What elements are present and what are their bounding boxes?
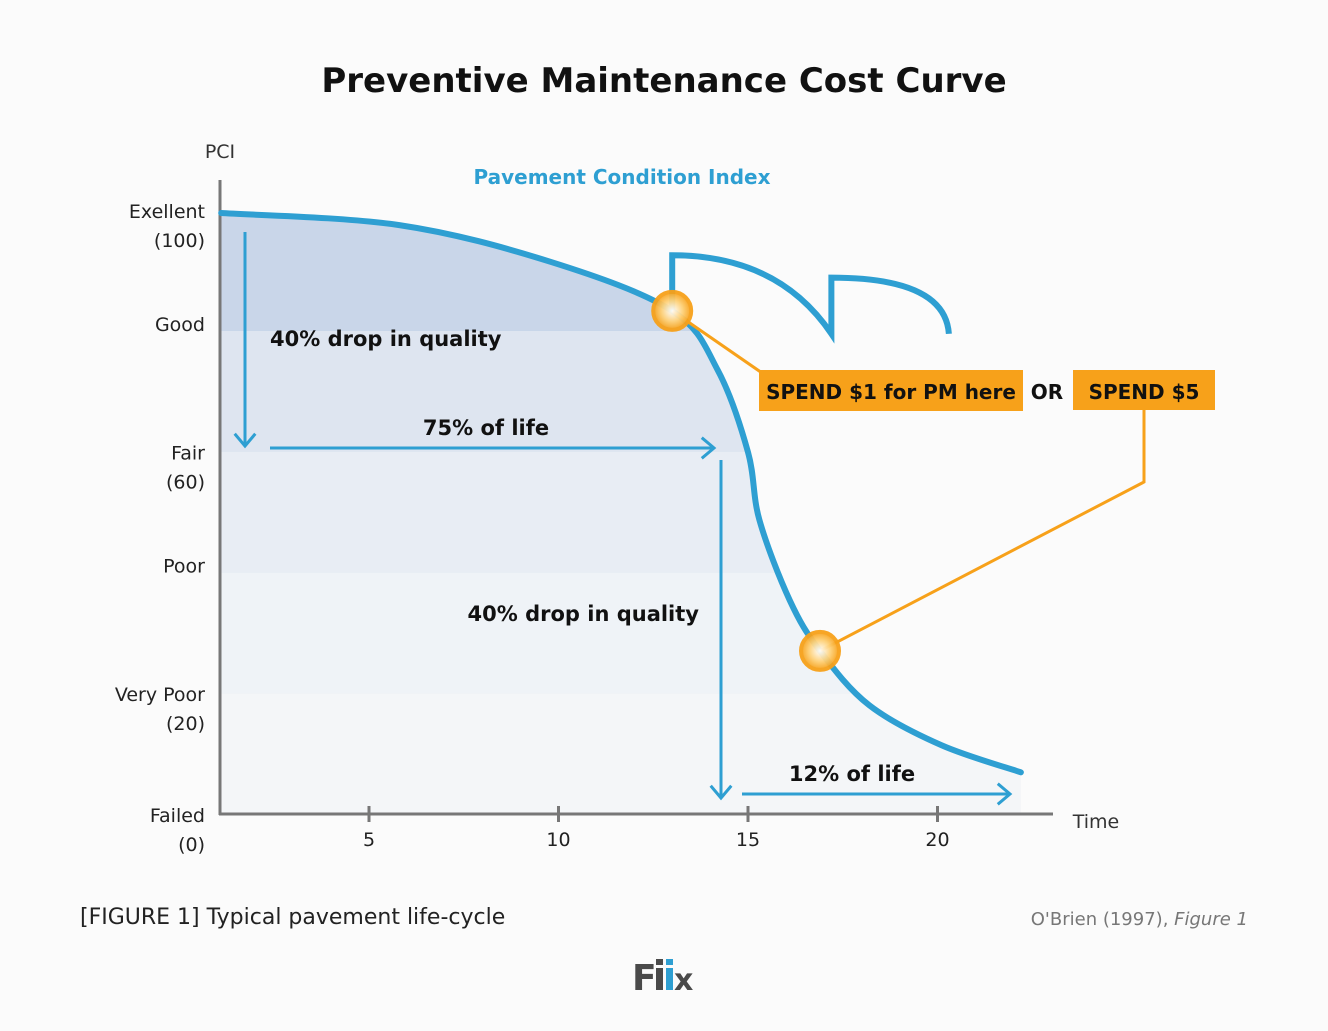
late-point-marker [799, 629, 842, 672]
x-tick-label: 5 [363, 829, 375, 851]
y-tick-sublabel: (20) [166, 713, 205, 735]
chart-title: Preventive Maintenance Cost Curve [321, 61, 1006, 101]
series-label: Pavement Condition Index [473, 165, 770, 189]
fiix-logo: F x [632, 958, 693, 999]
quality-drop-arrow-1-head [233, 432, 257, 449]
quality-drop-arrow-2-head [709, 784, 733, 801]
y-tick-label: Exellent [129, 201, 205, 223]
life-arrow-2-head [996, 782, 1013, 806]
y-tick-label: Good [155, 314, 205, 336]
caption: [FIGURE 1] Typical pavement life-cycle [80, 905, 505, 930]
annotation-life-1: 75% of life [423, 416, 549, 440]
pci-band [220, 693, 1021, 814]
callout-line-2 [819, 410, 1146, 653]
life-arrow-1-head [700, 436, 717, 460]
y-tick-label: Very Poor [115, 684, 205, 706]
spend-2-label: SPEND $5 [1089, 380, 1200, 404]
pci-band [220, 572, 1021, 694]
pci-band [220, 213, 1021, 331]
x-tick-label: 20 [925, 829, 949, 851]
pm-treatment-curve [669, 252, 952, 344]
y-tick-label: Poor [163, 555, 205, 577]
y-tick-sublabel: (100) [154, 230, 205, 252]
annotation-drop-1: 40% drop in quality [270, 327, 502, 351]
annotation-drop-2: 40% drop in quality [468, 602, 700, 626]
pci-curve [218, 210, 1024, 776]
y-axis-label: PCI [205, 141, 235, 163]
y-tick-sublabel: (0) [178, 834, 205, 856]
x-tick-label: 10 [546, 829, 570, 851]
y-tick-label: Fair [171, 443, 205, 465]
svg-text:x: x [674, 963, 693, 998]
source-citation: O'Brien (1997), Figure 1 [1031, 909, 1248, 930]
spend-2-box [1073, 370, 1215, 410]
x-tick-label: 15 [736, 829, 760, 851]
y-tick-sublabel: (60) [166, 472, 205, 494]
spend-1-box [759, 370, 1023, 411]
x-axis-label: Time [1072, 811, 1120, 833]
or-label: OR [1031, 380, 1063, 404]
pci-band [220, 451, 1021, 573]
annotation-life-2: 12% of life [789, 762, 915, 786]
spend-1-label: SPEND $1 for PM here [766, 380, 1016, 404]
pm-point-marker [651, 289, 694, 332]
y-tick-label: Failed [150, 805, 205, 827]
svg-text:F: F [632, 958, 655, 999]
